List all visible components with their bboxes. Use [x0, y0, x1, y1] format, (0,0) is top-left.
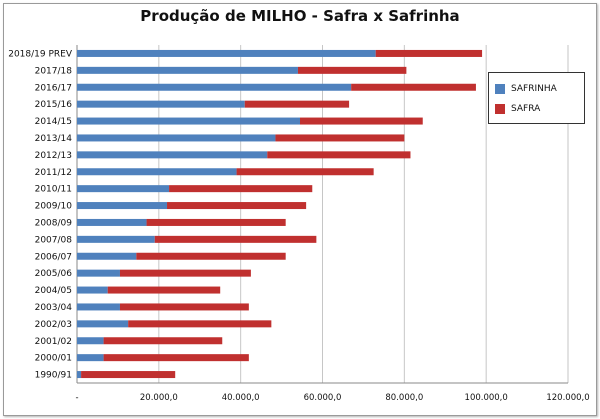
category-label: 2001/02: [35, 337, 72, 347]
bar-safrinha-2015-16: [77, 100, 245, 108]
category-label: 2012/13: [35, 151, 72, 161]
bar-safra-2006-07: [136, 252, 286, 260]
bar-safrinha-2003-04: [77, 303, 120, 311]
legend-item-safra: SAFRA: [495, 103, 540, 115]
bar-safra-2004-05: [107, 286, 221, 294]
category-label: 2016/17: [35, 83, 72, 93]
bar-safra-2009-10: [167, 202, 307, 210]
bar-safra-2000-01: [103, 354, 249, 362]
bar-safrinha-1990-91: [77, 371, 82, 379]
bar-safra-2012-13: [267, 151, 411, 159]
category-label: 2011/12: [35, 168, 72, 178]
bar-safrinha-2006-07: [77, 252, 137, 260]
bar-safra-2015-16: [244, 100, 350, 108]
bar-safrinha-2017-18: [77, 66, 298, 74]
bar-safrinha-2013-14: [77, 134, 276, 142]
bar-safra-2008-09: [146, 218, 286, 226]
bar-safra-2001-02: [103, 337, 223, 345]
category-label: 2014/15: [35, 117, 72, 127]
category-label: 2005/06: [35, 269, 73, 279]
category-label: 2013/14: [35, 134, 73, 144]
category-label: 2018/19 PREV: [8, 49, 73, 59]
bar-safra-2007-08: [154, 235, 317, 243]
bar-safra-1990-91: [81, 371, 176, 379]
bar-safra-2016-17: [351, 83, 476, 91]
category-label: 2002/03: [35, 320, 72, 330]
legend-item-safrinha: SAFRINHA: [495, 83, 557, 95]
category-label: 2004/05: [35, 286, 72, 296]
category-label: 2015/16: [35, 100, 73, 110]
bar-safrinha-2009-10: [77, 202, 168, 210]
bar-safrinha-2014-15: [77, 117, 300, 125]
category-label: 2003/04: [35, 303, 73, 313]
bar-safrinha-2004-05: [77, 286, 108, 294]
bar-safrinha-2007-08: [77, 235, 155, 243]
chart-title: Produção de MILHO - Safra x Safrinha: [140, 7, 460, 25]
bar-safrinha-2000-01: [77, 354, 104, 362]
x-tick-label: 100.000,0: [465, 393, 508, 403]
bar-safra-2010-11: [169, 185, 313, 193]
legend: SAFRINHA SAFRA: [488, 72, 585, 124]
bar-safrinha-2010-11: [77, 185, 170, 193]
bar-safra-2018-19-prev: [375, 49, 483, 57]
legend-label-safra: SAFRA: [511, 104, 541, 114]
x-tick-label: -: [75, 393, 78, 403]
category-label: 1990/91: [35, 371, 72, 381]
bar-safra-2003-04: [119, 303, 249, 311]
x-tick-label: 60.000,0: [304, 393, 342, 403]
bar-safra-2013-14: [275, 134, 405, 142]
category-label: 2017/18: [35, 66, 73, 76]
category-label: 2010/11: [35, 185, 72, 195]
category-label: 2009/10: [35, 202, 73, 212]
bar-safra-2011-12: [236, 168, 374, 176]
x-tick-label: 80.000,0: [385, 393, 423, 403]
bar-safra-2014-15: [299, 117, 423, 125]
bar-safra-2017-18: [297, 66, 407, 74]
legend-label-safrinha: SAFRINHA: [511, 84, 557, 94]
legend-swatch-safrinha: [495, 84, 505, 94]
bar-safrinha-2008-09: [77, 218, 147, 226]
category-label: 2008/09: [35, 218, 73, 228]
legend-swatch-safra: [495, 104, 505, 114]
bar-safrinha-2001-02: [77, 337, 104, 345]
bar-safrinha-2018-19-prev: [77, 49, 376, 57]
bar-safrinha-2016-17: [77, 83, 352, 91]
bar-safrinha-2002-03: [77, 320, 129, 328]
category-label: 2006/07: [35, 252, 72, 262]
x-tick-label: 20.000,0: [140, 393, 178, 403]
category-label: 2007/08: [35, 235, 73, 245]
category-label: 2000/01: [35, 354, 72, 364]
x-tick-label: 120.000,0: [546, 393, 589, 403]
x-tick-label: 40.000,0: [222, 393, 260, 403]
bar-safrinha-2011-12: [77, 168, 237, 176]
bar-safra-2005-06: [119, 269, 251, 277]
bar-safra-2002-03: [128, 320, 272, 328]
bar-safrinha-2005-06: [77, 269, 120, 277]
bar-safrinha-2012-13: [77, 151, 268, 159]
